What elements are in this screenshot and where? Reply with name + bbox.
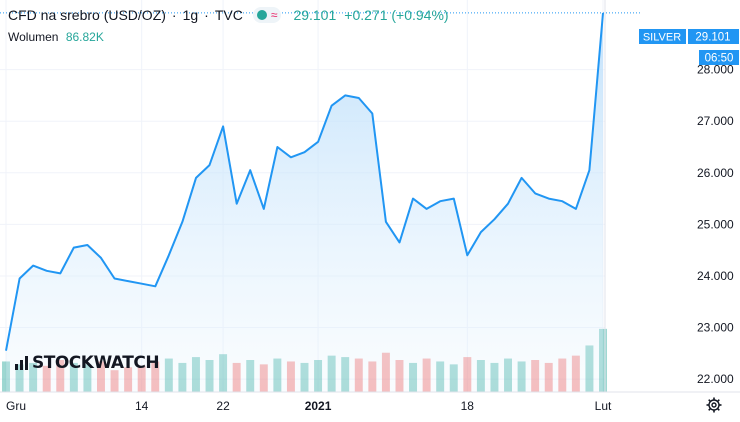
y-tick-label: 26.000 (697, 166, 734, 180)
y-tick-label: 24.000 (697, 269, 734, 283)
countdown-bg (699, 50, 739, 65)
y-tick-label: 23.000 (697, 321, 734, 335)
x-tick-label: 2021 (305, 399, 332, 413)
wave-icon: ≈ (270, 8, 278, 22)
x-axis[interactable]: Gru 14 22 2021 18 Lut (6, 399, 612, 413)
price-tag-symbol: SILVER (643, 32, 681, 44)
price-change: +0.271 (+0.94%) (344, 7, 449, 23)
symbol-title[interactable]: CFD na srebro (USD/OZ) (8, 7, 166, 23)
settings-gear-icon[interactable] (706, 397, 722, 413)
countdown: 06:50 (705, 53, 734, 65)
volume-label: Wolumen (8, 30, 59, 44)
y-tick-label: 25.000 (697, 217, 734, 231)
x-tick-label: 22 (216, 399, 230, 413)
interval[interactable]: 1g (182, 7, 199, 23)
logo-bars-icon (15, 356, 28, 370)
price-area (6, 12, 603, 393)
volume-value: 86.82K (65, 30, 104, 44)
volume-legend: Wolumen 86.82K (8, 30, 104, 44)
y-tick-label: 28.000 (697, 63, 734, 77)
y-axis[interactable]: 22.000 23.000 24.000 25.000 26.000 27.000 28.0… (697, 63, 734, 386)
y-tick-label: 22.000 (697, 372, 734, 386)
price-line (5, 12, 604, 351)
chart-header: CFD na srebro (USD/OZ) · 1g · TVC ≈ 29.1… (8, 5, 449, 25)
stockwatch-logo: STOCKWATCH (14, 352, 160, 374)
status-dot-icon (256, 10, 267, 20)
price-tag-value: 29.101 (695, 32, 730, 44)
visibility-toggle[interactable]: ≈ (252, 7, 282, 23)
price-tag-symbol-bg (639, 29, 686, 44)
x-tick-label: Lut (595, 399, 612, 413)
y-tick-label: 27.000 (697, 114, 734, 128)
last-price: 29.101 (293, 7, 337, 23)
separator: · (171, 7, 177, 23)
data-source: TVC (214, 7, 243, 23)
x-tick-label: Gru (6, 399, 26, 413)
separator: · (204, 7, 209, 23)
x-tick-label: 18 (461, 399, 475, 413)
x-tick-label: 14 (135, 399, 149, 413)
logo-text: STOCKWATCH (32, 353, 160, 373)
price-tag-value-bg (688, 29, 739, 44)
